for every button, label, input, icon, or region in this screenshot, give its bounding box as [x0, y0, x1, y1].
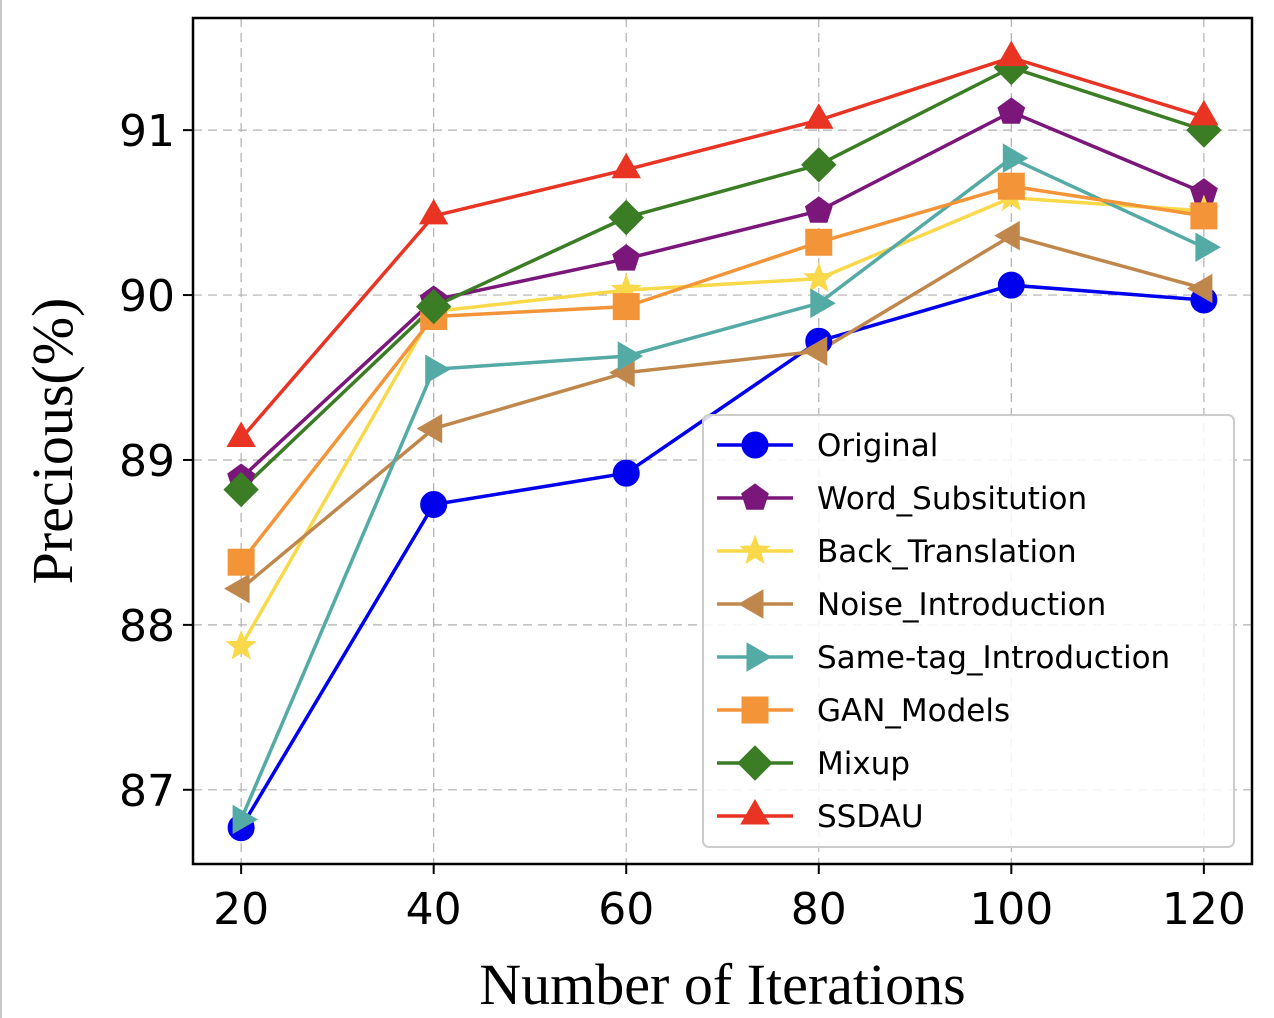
x-tick-label: 120 — [1162, 884, 1246, 935]
legend-marker — [738, 589, 764, 619]
x-tick-label: 80 — [791, 884, 847, 935]
data-point-same-tag_introduction — [810, 288, 836, 319]
data-point-ssdau — [611, 152, 641, 179]
x-tick-label: 40 — [406, 884, 462, 935]
legend-label: Original — [817, 428, 938, 464]
data-point-gan_models — [997, 172, 1025, 200]
data-point-ssdau — [996, 40, 1027, 67]
x-tick-labels: 20 40 60 80 100 120 — [213, 884, 1246, 935]
series-markers — [223, 40, 1222, 842]
data-point-word_subsitution — [612, 244, 641, 271]
y-tick-label: 89 — [119, 436, 175, 487]
legend-marker — [740, 799, 770, 825]
data-point-ssdau — [804, 103, 834, 129]
axis-ticks — [183, 129, 1205, 874]
legend-label: GAN_Models — [817, 693, 1010, 729]
x-tick-label: 20 — [213, 884, 269, 935]
y-tick-label: 91 — [119, 106, 175, 157]
data-point-same-tag_introduction — [425, 354, 451, 384]
data-point-noise_introduction — [224, 573, 250, 604]
data-point-mixup — [415, 288, 452, 325]
legend-label: Mixup — [817, 746, 910, 782]
data-point-same-tag_introduction — [1002, 143, 1029, 173]
y-tick-label: 90 — [119, 271, 175, 322]
series-line-gan_models — [239, 184, 1205, 564]
legend-marker — [746, 642, 772, 672]
data-point-mixup — [223, 471, 259, 508]
series-line-word_subsitution — [239, 110, 1205, 480]
data-point-same-tag_introduction — [617, 341, 644, 371]
series-line-ssdau — [239, 55, 1205, 440]
legend-marker — [739, 534, 771, 565]
data-point-mixup — [608, 199, 644, 236]
data-point-gan_models — [1190, 202, 1218, 230]
y-axis-title: Precious(%) — [20, 298, 85, 585]
x-tick-label: 100 — [969, 884, 1053, 935]
data-point-original — [612, 459, 640, 487]
data-point-word_subsitution — [804, 196, 833, 223]
legend-label: Back_Translation — [817, 534, 1077, 570]
legend-marker — [741, 431, 769, 459]
data-point-ssdau — [1189, 99, 1219, 126]
data-point-mixup — [801, 147, 837, 183]
data-point-ssdau — [226, 421, 256, 447]
series-line-same-tag_introduction — [239, 156, 1205, 821]
data-point-ssdau — [418, 198, 449, 225]
y-tick-label: 87 — [119, 766, 175, 817]
data-point-noise_introduction — [1186, 273, 1213, 304]
legend-marker — [737, 745, 773, 781]
legend: Original Word_Subsitution Back_Translation… — [702, 414, 1235, 848]
legend-box — [702, 414, 1235, 848]
data-point-back_translation — [803, 262, 835, 292]
series-line-noise_introduction — [239, 233, 1205, 590]
plot-frame — [191, 16, 1254, 866]
data-point-original — [997, 271, 1025, 299]
series-line-mixup — [239, 65, 1205, 491]
data-point-noise_introduction — [994, 220, 1020, 251]
data-point-gan_models — [805, 228, 833, 256]
data-point-same-tag_introduction — [1195, 232, 1221, 262]
series-line-back_translation — [239, 196, 1205, 648]
series-line-original — [239, 283, 1205, 829]
legend-label: SSDAU — [817, 799, 924, 835]
legend-marker — [741, 483, 769, 510]
y-tick-label: 88 — [119, 601, 175, 652]
data-point-noise_introduction — [416, 413, 443, 444]
data-point-word_subsitution — [997, 97, 1026, 124]
y-tick-labels: 87 88 89 90 91 — [119, 106, 175, 817]
data-point-gan_models — [227, 548, 255, 576]
legend-label: Same-tag_Introduction — [817, 640, 1170, 676]
legend-label: Noise_Introduction — [817, 587, 1106, 623]
data-point-same-tag_introduction — [232, 804, 259, 835]
data-point-back_translation — [225, 629, 257, 660]
series-lines — [239, 55, 1205, 829]
data-point-original — [420, 490, 448, 518]
legend-label: Word_Subsitution — [817, 481, 1087, 517]
data-point-gan_models — [612, 293, 640, 321]
data-point-noise_introduction — [801, 336, 828, 366]
legend-marker — [741, 696, 769, 724]
x-tick-label: 60 — [598, 884, 654, 935]
x-axis-title: Number of Iterations — [479, 952, 965, 1017]
